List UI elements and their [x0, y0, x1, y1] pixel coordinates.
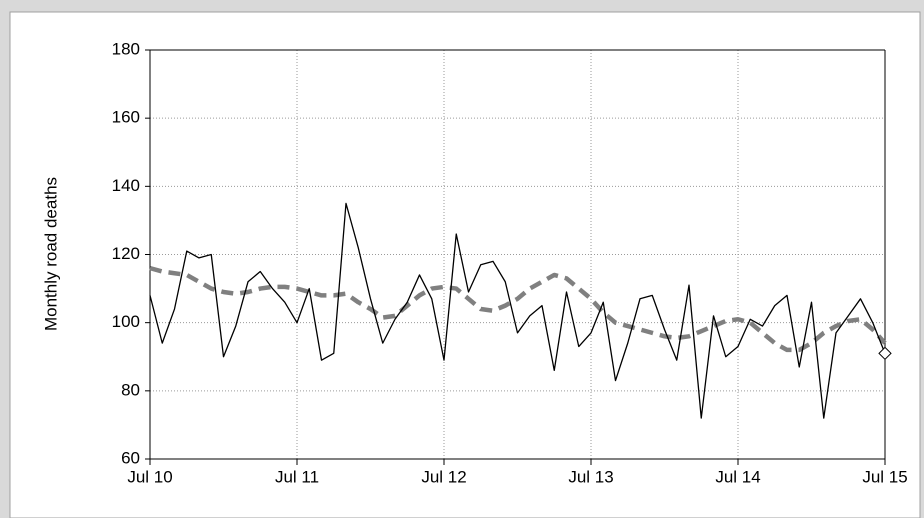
- x-tick-label: Jul 13: [568, 467, 613, 486]
- x-tick-label: Jul 15: [862, 467, 907, 486]
- series-line: [149, 265, 887, 353]
- end-marker: [878, 346, 892, 361]
- y-axis-label: Monthly road deaths: [41, 177, 60, 331]
- y-tick-label: 100: [112, 312, 140, 331]
- x-tick-label: Jul 14: [715, 467, 760, 486]
- y-tick-label: 140: [112, 176, 140, 195]
- x-tick-label: Jul 12: [421, 467, 466, 486]
- chart-area: [9, 11, 921, 518]
- x-tick-label: Jul 11: [275, 467, 319, 486]
- y-tick-label: 180: [112, 39, 140, 58]
- y-tick-label: 80: [121, 380, 140, 399]
- y-tick-label: 120: [112, 244, 140, 263]
- series-line: [149, 202, 886, 419]
- y-tick-label: 60: [121, 448, 140, 467]
- x-tick-label: Jul 10: [127, 467, 172, 486]
- y-tick-label: 160: [112, 108, 140, 127]
